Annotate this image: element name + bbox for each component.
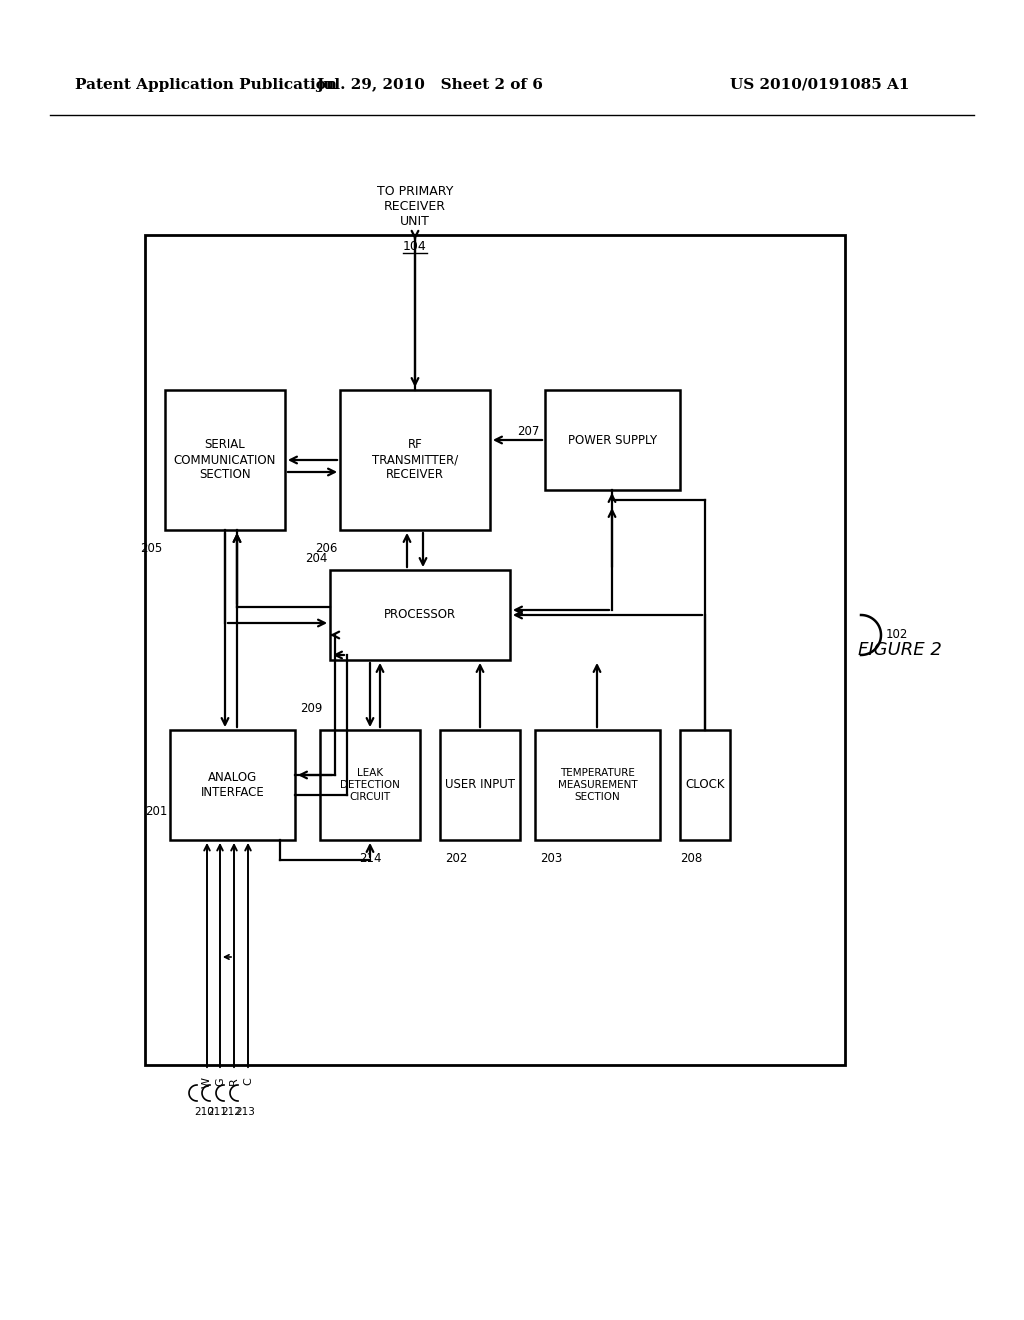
Text: POWER SUPPLY: POWER SUPPLY <box>568 433 657 446</box>
Text: RF
TRANSMITTER/
RECEIVER: RF TRANSMITTER/ RECEIVER <box>372 438 458 482</box>
Bar <box>680 730 730 840</box>
Text: W: W <box>202 1077 212 1088</box>
Text: 209: 209 <box>300 702 323 715</box>
Text: 204: 204 <box>304 552 327 565</box>
Text: 211: 211 <box>207 1107 227 1117</box>
Text: SERIAL
COMMUNICATION
SECTION: SERIAL COMMUNICATION SECTION <box>174 438 276 482</box>
Text: 210: 210 <box>195 1107 214 1117</box>
Bar <box>145 235 845 1065</box>
Text: 202: 202 <box>445 851 467 865</box>
Text: 207: 207 <box>517 425 540 438</box>
Text: 201: 201 <box>144 805 167 818</box>
Bar <box>545 389 680 490</box>
Bar <box>165 389 285 531</box>
Text: R: R <box>229 1077 239 1085</box>
Text: TO PRIMARY
RECEIVER
UNIT: TO PRIMARY RECEIVER UNIT <box>377 185 454 228</box>
Text: TEMPERATURE
MEASUREMENT
SECTION: TEMPERATURE MEASUREMENT SECTION <box>558 768 637 801</box>
Text: C: C <box>243 1077 253 1085</box>
Text: 205: 205 <box>139 543 162 554</box>
Text: 104: 104 <box>403 240 427 253</box>
Text: LEAK
DETECTION
CIRCUIT: LEAK DETECTION CIRCUIT <box>340 768 400 801</box>
Bar <box>535 730 660 840</box>
Text: Jul. 29, 2010   Sheet 2 of 6: Jul. 29, 2010 Sheet 2 of 6 <box>316 78 544 92</box>
Text: 206: 206 <box>314 543 337 554</box>
Text: USER INPUT: USER INPUT <box>445 779 515 792</box>
Text: 102: 102 <box>886 628 908 642</box>
Bar <box>440 730 520 840</box>
Text: 213: 213 <box>236 1107 255 1117</box>
Bar <box>319 730 420 840</box>
Text: ANALOG
INTERFACE: ANALOG INTERFACE <box>201 771 264 799</box>
Text: 214: 214 <box>358 851 381 865</box>
Text: CLOCK: CLOCK <box>685 779 725 792</box>
Text: 203: 203 <box>540 851 562 865</box>
Text: PROCESSOR: PROCESSOR <box>384 609 456 622</box>
Text: US 2010/0191085 A1: US 2010/0191085 A1 <box>730 78 909 92</box>
Bar <box>340 389 490 531</box>
Text: 208: 208 <box>680 851 702 865</box>
Text: 212: 212 <box>221 1107 241 1117</box>
Bar <box>330 570 510 660</box>
Text: FIGURE 2: FIGURE 2 <box>858 642 942 659</box>
Bar <box>170 730 295 840</box>
Text: G: G <box>215 1077 225 1085</box>
Text: Patent Application Publication: Patent Application Publication <box>75 78 337 92</box>
